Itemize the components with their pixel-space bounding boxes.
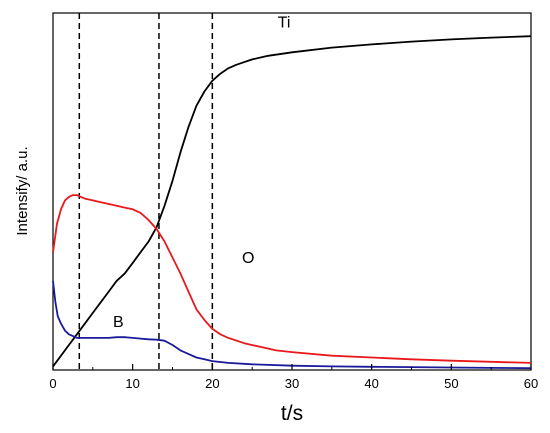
x-tick-label: 40	[364, 376, 378, 391]
series-labels: Ti O B	[113, 14, 290, 331]
series-line-ti	[52, 35, 532, 367]
x-axis-label: t/s	[281, 402, 303, 425]
plot-frame	[52, 12, 532, 371]
series-line-o	[52, 194, 532, 364]
x-tick-label: 10	[125, 376, 139, 391]
x-axis: 0 10 20 30 40 50 60	[49, 364, 538, 391]
reference-lines	[78, 13, 214, 370]
series-lines	[52, 35, 532, 370]
x-tick-label: 20	[205, 376, 219, 391]
series-line-b	[52, 280, 532, 370]
series-label-o: O	[242, 250, 254, 267]
x-tick-label: 0	[49, 376, 56, 391]
series-label-ti: Ti	[278, 14, 291, 31]
y-axis-label: Intensify/ a.u.	[14, 146, 31, 235]
x-tick-label: 30	[285, 376, 299, 391]
series-label-b: B	[113, 314, 124, 331]
x-tick-label: 60	[524, 376, 538, 391]
x-tick-label: 50	[444, 376, 458, 391]
